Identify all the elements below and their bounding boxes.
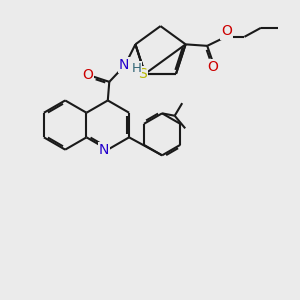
Text: O: O	[221, 24, 232, 38]
Text: H: H	[131, 62, 141, 75]
Text: O: O	[207, 60, 218, 74]
Text: S: S	[138, 67, 147, 81]
Text: O: O	[82, 68, 93, 82]
Text: N: N	[99, 142, 110, 157]
Text: N: N	[119, 58, 130, 72]
